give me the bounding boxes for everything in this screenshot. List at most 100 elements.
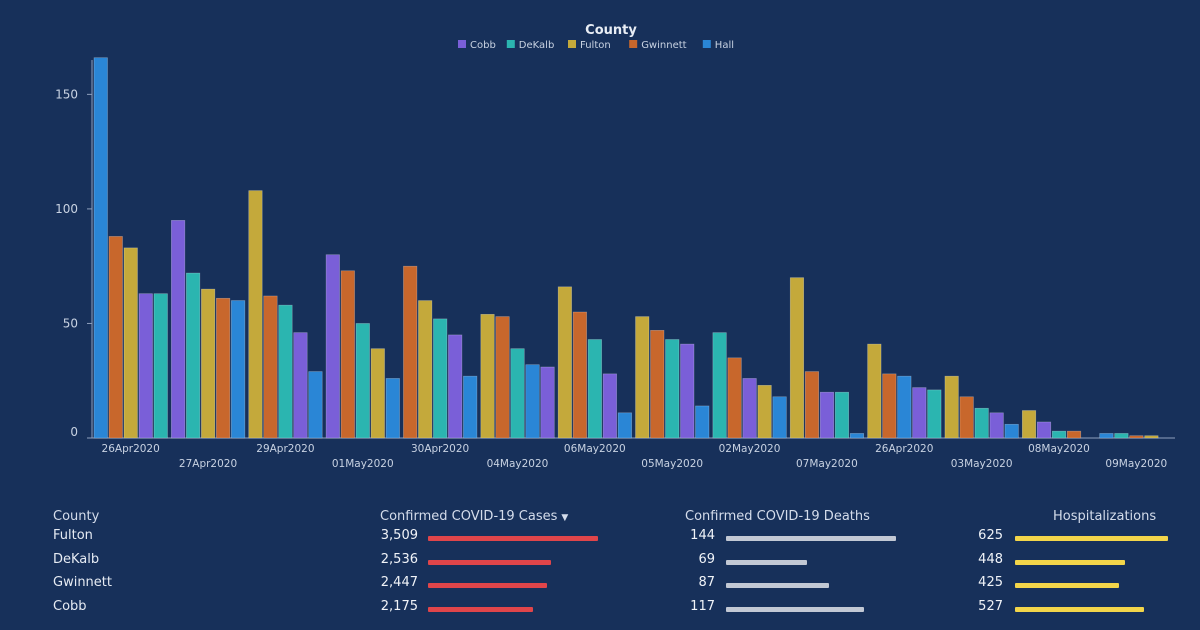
y-tick-label: 150	[55, 87, 78, 101]
bar-gwinnett	[216, 297, 231, 439]
x-tick-label: 27Apr2020	[179, 458, 237, 470]
bar-gwinnett	[727, 357, 742, 439]
county-name: Cobb	[53, 598, 87, 614]
bar-dekalb	[355, 323, 370, 439]
bar-hall	[525, 364, 540, 439]
bar-dekalb	[1114, 433, 1129, 439]
hosp-bar	[1015, 606, 1144, 612]
x-tick-label: 29Apr2020	[256, 443, 314, 455]
bar-cobb	[912, 387, 927, 439]
bar-gwinnett	[340, 270, 355, 439]
bar-dekalb	[510, 348, 525, 439]
bar-hall	[849, 433, 865, 439]
bar-fulton	[757, 385, 772, 439]
county-table: County Confirmed COVID-19 Cases ▼ Confirm…	[0, 500, 1200, 630]
bar-cobb	[448, 334, 463, 439]
legend-label-hall: Hall	[715, 40, 734, 51]
bar-dekalb	[278, 304, 293, 439]
bar-hall	[385, 378, 400, 439]
table-body: Fulton 3,509 144 625 DeKalb 2,536 69 448 Gwinnet…	[0, 528, 1200, 622]
x-tick-label: 05May2020	[641, 458, 703, 470]
bar-cobb	[1036, 421, 1052, 439]
hosp-bar	[1015, 583, 1120, 588]
table-row[interactable]: DeKalb 2,536 69 448	[0, 552, 1200, 576]
bar-fulton	[635, 316, 650, 439]
bar-gwinnett	[108, 236, 123, 439]
sort-down-icon[interactable]: ▼	[561, 513, 569, 523]
header-cases[interactable]: Confirmed COVID-19 Cases ▼	[380, 509, 568, 524]
bar-fulton	[867, 343, 882, 439]
hosp-bar	[1015, 559, 1125, 565]
legend-swatch-fulton	[568, 40, 576, 48]
bar-gwinnett	[1129, 435, 1144, 439]
deaths-value: 87	[698, 575, 715, 590]
bar-fulton	[789, 277, 805, 439]
bar-fulton	[1144, 435, 1159, 439]
bar-hall	[93, 57, 108, 439]
bar-fulton	[557, 286, 572, 439]
bar-fulton	[1021, 410, 1037, 439]
bar-cobb	[293, 332, 308, 439]
x-tick-label: 02May2020	[719, 443, 781, 455]
hosp-bar	[1015, 536, 1168, 541]
bar-dekalb	[1051, 430, 1067, 439]
bar-gwinnett	[804, 371, 820, 439]
bar-cobb	[680, 343, 695, 439]
cases-bar	[428, 606, 534, 612]
hosp-value: 527	[978, 598, 1003, 614]
bar-gwinnett	[263, 295, 278, 439]
bar-dekalb	[587, 339, 602, 439]
bar-gwinnett	[650, 330, 665, 439]
table-row[interactable]: Gwinnett 2,447 87 425	[0, 575, 1200, 599]
cases-value: 2,536	[380, 551, 418, 567]
bar-fulton	[480, 313, 495, 439]
legend-swatch-dekalb	[506, 40, 515, 48]
x-tick-label: 09May2020	[1105, 458, 1167, 470]
deaths-bar	[726, 559, 808, 565]
header-deaths[interactable]: Confirmed COVID-19 Deaths	[685, 509, 870, 524]
header-hospitalizations[interactable]: Hospitalizations	[1053, 509, 1157, 524]
bar-fulton	[248, 190, 263, 439]
bar-dekalb	[834, 391, 850, 439]
deaths-value: 117	[690, 598, 715, 614]
cases-value: 3,509	[380, 528, 418, 543]
deaths-bar	[726, 606, 865, 612]
bar-hall	[231, 300, 246, 439]
bar-cobb	[171, 220, 186, 439]
x-tick-label: 26Apr2020	[875, 443, 933, 455]
header-county[interactable]: County	[53, 509, 100, 524]
legend-swatch-hall	[702, 40, 711, 48]
deaths-value: 144	[690, 528, 715, 543]
y-tick-label: 0	[70, 425, 78, 439]
bar-dekalb	[974, 407, 989, 439]
header-cases-label: Confirmed COVID-19 Cases	[380, 509, 558, 524]
deaths-bar	[726, 583, 829, 588]
bar-gwinnett	[959, 396, 974, 439]
bar-cobb	[540, 366, 555, 439]
legend-swatch-gwinnett	[629, 40, 638, 48]
bar-hall	[617, 412, 632, 439]
bar-gwinnett	[572, 311, 587, 439]
deaths-bar	[726, 536, 896, 541]
hosp-value: 625	[978, 528, 1003, 543]
bar-hall	[308, 371, 323, 439]
cases-bar	[428, 536, 598, 541]
bar-hall	[772, 396, 787, 439]
county-name: Fulton	[53, 528, 93, 543]
hosp-value: 425	[978, 575, 1003, 590]
table-row[interactable]: Fulton 3,509 144 625	[0, 528, 1200, 552]
table-row[interactable]: Cobb 2,175 117 527	[0, 599, 1200, 623]
bar-gwinnett	[495, 316, 510, 439]
bar-fulton	[944, 375, 959, 439]
x-tick-label: 30Apr2020	[411, 443, 469, 455]
bar-dekalb	[927, 389, 942, 439]
x-tick-label: 06May2020	[564, 443, 626, 455]
bar-cobb	[325, 254, 340, 439]
legend-title: County	[585, 23, 637, 38]
y-tick-label: 50	[63, 316, 78, 330]
bar-dekalb	[153, 293, 168, 439]
bar-dekalb	[712, 332, 727, 439]
table-header: County Confirmed COVID-19 Cases ▼ Confirm…	[0, 500, 1200, 528]
bar-hall	[1004, 423, 1019, 439]
bar-cobb	[602, 373, 617, 439]
